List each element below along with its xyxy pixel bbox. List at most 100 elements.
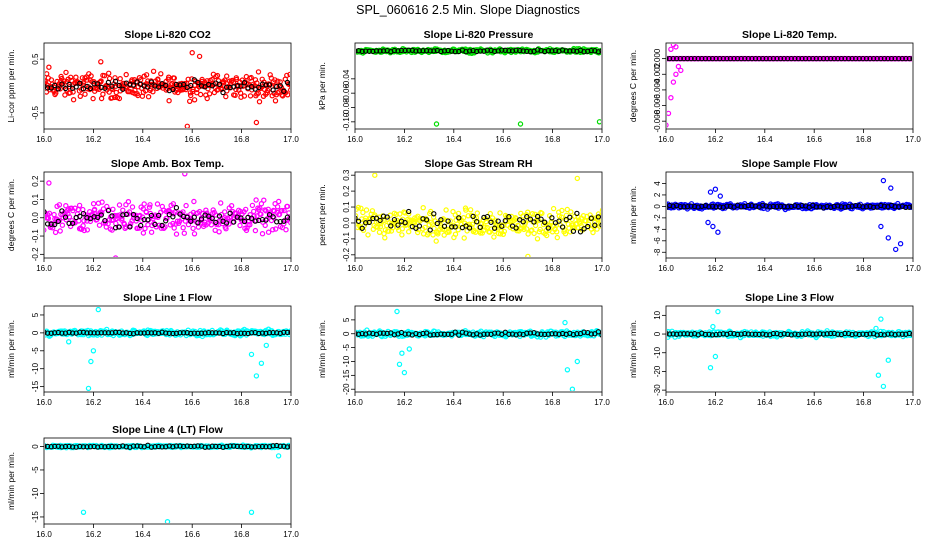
reference-point: [670, 55, 676, 62]
outlier-point: [673, 44, 679, 50]
y-tick-label: -20: [653, 365, 662, 377]
y-tick-label: -0.1: [31, 229, 40, 243]
reference-point: [491, 330, 498, 336]
outlier-point: [569, 386, 576, 391]
reference-point: [499, 223, 505, 229]
sample-point: [203, 207, 209, 213]
reference-point: [116, 82, 122, 89]
x-tick-label: 16.0: [36, 135, 52, 144]
reference-point: [166, 211, 172, 218]
reference-point: [256, 84, 262, 91]
plot-frame: [665, 42, 914, 130]
reference-point: [742, 55, 748, 62]
outlier-point: [517, 121, 524, 127]
sample-point: [147, 202, 153, 208]
reference-point: [370, 48, 376, 55]
outlier-point: [717, 193, 724, 199]
reference-point: [502, 218, 508, 224]
reference-point: [155, 84, 162, 90]
reference-point: [173, 81, 180, 88]
reference-point: [760, 202, 766, 208]
x-tick-label: 16.2: [708, 135, 724, 144]
sample-point: [365, 232, 371, 238]
reference-point: [831, 203, 837, 210]
reference-point: [484, 47, 491, 53]
reference-point: [120, 86, 126, 92]
reference-point: [527, 330, 534, 336]
reference-point: [195, 330, 201, 336]
reference-point: [202, 444, 208, 450]
sample-point: [250, 208, 257, 215]
x-tick-label: 16.8: [234, 135, 250, 144]
reference-point: [55, 218, 61, 225]
reference-point: [813, 55, 819, 62]
reference-point: [688, 203, 694, 209]
reference-point: [799, 202, 805, 209]
sample-point: [56, 217, 63, 224]
reference-point: [420, 330, 426, 337]
sample-point: [244, 225, 250, 231]
outlier-point: [399, 350, 405, 356]
reference-point: [134, 330, 140, 336]
outlier-point: [95, 307, 101, 313]
reference-point: [191, 330, 197, 336]
reference-point: [238, 83, 244, 89]
reference-point: [724, 55, 730, 62]
reference-point: [155, 212, 162, 219]
reference-point: [98, 443, 104, 450]
sample-point: [129, 204, 136, 210]
sample-point: [369, 208, 376, 214]
reference-point: [684, 55, 691, 62]
reference-point: [109, 443, 115, 450]
reference-point: [677, 55, 683, 62]
reference-point: [842, 330, 848, 337]
reference-point: [105, 79, 112, 86]
reference-point: [420, 48, 426, 54]
outlier-point: [878, 223, 884, 230]
reference-point: [191, 214, 197, 220]
x-tick-label: 16.0: [36, 264, 52, 273]
sample-point: [57, 228, 63, 234]
reference-point: [781, 203, 787, 210]
reference-point: [770, 203, 777, 210]
chart-title: Slope Sample Flow: [742, 158, 839, 170]
reference-point: [45, 85, 51, 91]
reference-point: [813, 331, 819, 337]
x-tick-label: 16.0: [658, 135, 674, 144]
sample-point: [276, 198, 282, 205]
reference-point: [416, 48, 423, 54]
y-tick-label: -0.5: [31, 105, 40, 119]
y-axis-label: ml/min per min.: [628, 186, 638, 244]
reference-point: [445, 331, 451, 337]
reference-point: [123, 444, 129, 450]
x-tick-label: 16.8: [856, 398, 872, 407]
reference-point: [413, 48, 419, 54]
reference-point: [549, 48, 555, 54]
sample-point: [199, 76, 205, 83]
reference-point: [788, 55, 794, 62]
outlier-point: [182, 173, 188, 177]
reference-point: [145, 217, 151, 223]
y-tick-label: 0.1: [342, 201, 351, 213]
x-tick-label: 16.4: [135, 135, 151, 144]
reference-point: [281, 329, 287, 335]
reference-point: [180, 81, 187, 88]
reference-point: [402, 331, 408, 337]
reference-point: [170, 214, 176, 220]
outlier-point: [406, 346, 412, 352]
sample-point: [45, 215, 52, 222]
sample-point: [186, 98, 193, 105]
sample-point: [228, 202, 235, 209]
reference-point: [173, 443, 180, 449]
reference-point: [259, 330, 266, 336]
reference-point: [391, 47, 398, 54]
reference-point: [241, 218, 248, 225]
reference-point: [288, 443, 290, 449]
reference-point: [141, 330, 147, 336]
chart-panel: Slope Line 4 (LT) Flow 16.0 16.2 16.4 16.6 16…: [6, 424, 299, 539]
reference-point: [130, 82, 137, 88]
sample-point: [252, 227, 259, 234]
reference-point: [373, 48, 380, 54]
sample-point: [270, 226, 276, 233]
